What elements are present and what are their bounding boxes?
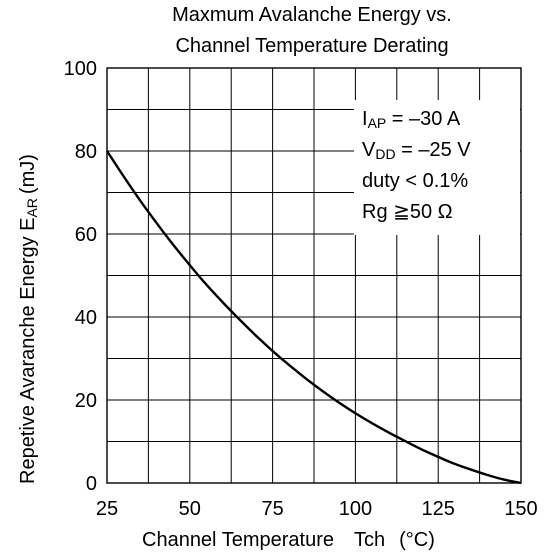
y-tick-label: 80 xyxy=(75,141,97,163)
x-tick-label: 75 xyxy=(261,498,283,520)
annotation-duty: duty < 0.1% xyxy=(362,170,468,192)
y-tick-label: 40 xyxy=(75,307,97,329)
conditions-annotation: IAP = –30 A VDD = –25 V duty < 0.1% Rg ≧… xyxy=(354,100,520,235)
x-axis-label: Channel Temperature Tch (°C) xyxy=(142,529,435,551)
x-tick-label: 150 xyxy=(504,498,537,520)
y-tick-label: 60 xyxy=(75,224,97,246)
x-tick-labels: 25 50 75 100 125 150 xyxy=(96,498,538,520)
annotation-vdd: VDD = –25 V xyxy=(362,139,471,162)
x-tick-label: 25 xyxy=(96,498,118,520)
y-tick-label: 20 xyxy=(75,390,97,412)
x-tick-label: 125 xyxy=(422,498,455,520)
x-tick-label: 50 xyxy=(179,498,201,520)
annotation-background xyxy=(354,100,520,235)
x-tick-label: 100 xyxy=(339,498,372,520)
annotation-iap: IAP = –30 A xyxy=(362,108,461,131)
chart-title-line-2: Channel Temperature Derating xyxy=(175,35,448,57)
plot-frame xyxy=(106,67,522,484)
y-tick-label: 100 xyxy=(64,58,97,80)
chart-title-line-1: Maxmum Avalanche Energy vs. xyxy=(172,4,452,26)
y-tick-labels: 0 20 40 60 80 100 xyxy=(64,58,97,495)
y-tick-label: 0 xyxy=(86,473,97,495)
annotation-rg: Rg ≧50 Ω xyxy=(362,201,453,223)
energy-derating-curve xyxy=(106,150,522,485)
y-axis-label: Repetive Avaranche Energy EAR(mJ) xyxy=(17,154,40,484)
